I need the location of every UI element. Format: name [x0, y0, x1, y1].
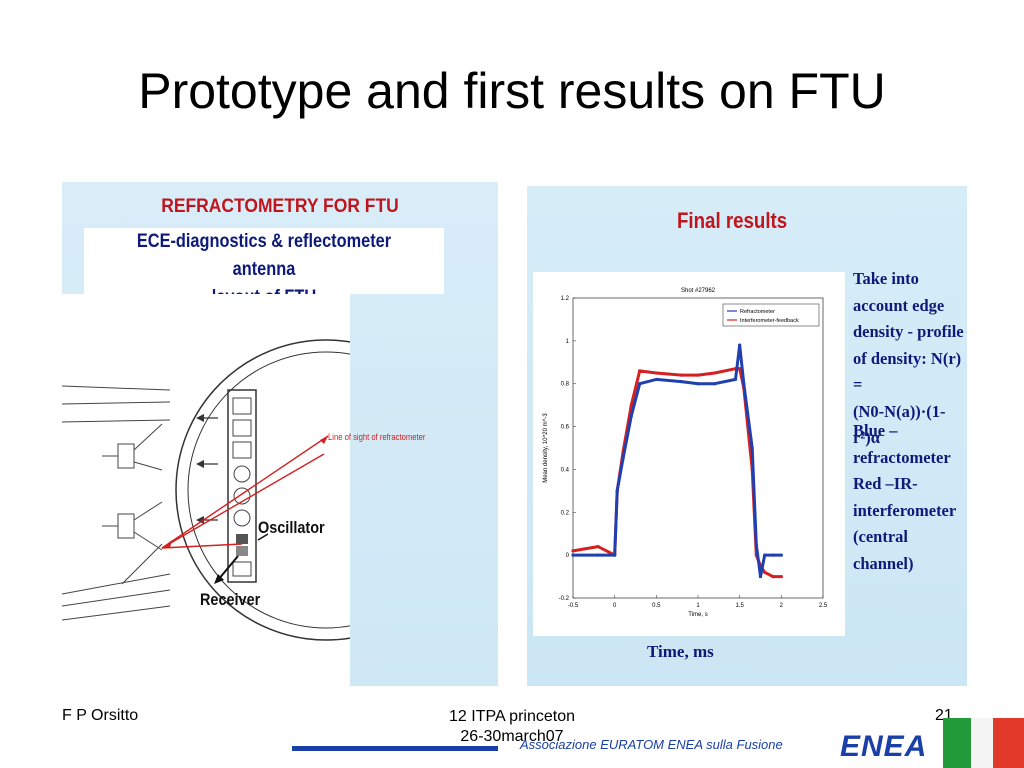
left-panel-heading: REFRACTOMETRY FOR FTU	[161, 196, 399, 217]
data-point-interferometer	[713, 371, 717, 375]
note2-line: (central channel)	[853, 527, 914, 573]
y-tick-label: 0.6	[561, 425, 570, 431]
data-point-refractometer	[679, 379, 683, 384]
data-point-interferometer	[696, 373, 700, 377]
data-point-interferometer	[763, 570, 767, 574]
data-point-interferometer	[779, 574, 783, 579]
chart-title: Shot #27962	[681, 288, 716, 294]
slide-title: Prototype and first results on FTU	[138, 63, 886, 119]
data-point-refractometer	[771, 553, 775, 557]
data-point-refractometer	[754, 542, 758, 547]
data-point-interferometer	[629, 403, 633, 407]
x-tick-label: 1.5	[735, 603, 744, 609]
data-point-refractometer	[638, 382, 642, 386]
data-point-refractometer	[615, 489, 619, 493]
legend-label: Interferometer-feedback	[740, 318, 799, 324]
data-point-interferometer	[654, 371, 658, 375]
note1-line: density - profile	[853, 322, 964, 341]
series-line-interferometer	[572, 367, 782, 579]
footer-event-line2: 26-30march07	[460, 728, 564, 745]
x-tick-label: -0.5	[568, 603, 579, 609]
y-tick-label: 1.2	[561, 296, 570, 302]
data-point-refractometer	[613, 553, 617, 557]
data-point-interferometer	[638, 369, 642, 373]
x-tick-label: 2.5	[819, 603, 828, 609]
note2-line: refractometer	[853, 447, 951, 467]
enea-logo: ENEA	[840, 730, 928, 763]
data-point-refractometer	[750, 446, 754, 450]
data-point-refractometer	[654, 377, 658, 382]
footer-divider	[292, 746, 498, 751]
ftu-layout-drawing	[62, 339, 350, 641]
data-point-interferometer	[571, 549, 575, 553]
note1-line: Take into	[853, 269, 919, 288]
data-point-interferometer	[679, 373, 683, 377]
note1-line: account edge	[853, 295, 945, 315]
data-point-interferometer	[771, 574, 775, 579]
data-point-refractometer	[596, 553, 600, 557]
data-point-refractometer	[763, 553, 767, 557]
data-point-refractometer	[742, 382, 746, 386]
y-tick-label: 0	[566, 553, 570, 559]
footer-author: F P Orsitto	[62, 707, 139, 724]
right-panel-heading: Final results	[677, 208, 788, 233]
y-tick-label: 0.8	[561, 382, 570, 388]
edge-density-note: Take into account edge density - profile…	[853, 266, 967, 452]
diagram-caption: ECE-diagnostics & reflectometer antenna …	[84, 228, 444, 308]
legend-label: Refractometer	[740, 309, 775, 315]
data-point-refractometer	[696, 382, 700, 386]
data-point-refractometer	[571, 553, 575, 557]
left-panel: REFRACTOMETRY FOR FTU ECE-diagnostics & …	[62, 182, 498, 686]
receiver-label: Receiver	[200, 590, 261, 609]
line-of-sight-label: Line of sight of refractometer	[328, 432, 426, 442]
note1-line: (N0-N(a))·(1-r²)α	[853, 401, 946, 448]
note2-line: interferometer	[853, 500, 957, 520]
data-point-refractometer	[713, 382, 717, 386]
data-point-refractometer	[758, 574, 763, 579]
note2-line: Red –IR-	[853, 474, 918, 493]
chart-legend	[722, 303, 820, 327]
flag-green-stripe	[943, 718, 971, 768]
footer-event-line1: 12 ITPA princeton	[449, 708, 575, 725]
x-axis-label: Time, s	[688, 612, 707, 618]
density-chart-svg: Shot #27962 -0.5 0 0.5 1 1.5 2 2.5 -0.2 0 0.2 0.4 0.…	[543, 288, 828, 618]
note1-line: of density: N(r) =	[853, 348, 962, 395]
y-tick-label: 0.4	[561, 467, 570, 473]
association-text: Associazione EURATOM ENEA sulla Fusione	[520, 737, 783, 752]
note2-line: Blue –	[853, 421, 898, 440]
oscillator-label: Oscillator	[258, 518, 325, 537]
data-point-interferometer	[596, 544, 600, 549]
y-axis-label: Mean density, 10^20 m^-3	[543, 413, 549, 483]
legend-note: Blue – refractometer Red –IR- interferom…	[853, 418, 967, 577]
data-point-refractometer	[733, 377, 738, 382]
flag-red-stripe	[993, 718, 1024, 768]
footer-event: 12 ITPA princeton 26-30march07	[412, 707, 612, 747]
diagram-caption-line1: ECE-diagnostics & reflectometer antenna	[136, 231, 392, 280]
density-plot: Shot #27962 -0.5 0 0.5 1 1.5 2 2.5 -0.2 0 0.2 0.4 0.…	[533, 272, 845, 636]
ftu-layout-diagram: Line of sight of refractometer Oscillato…	[62, 294, 425, 686]
data-point-refractometer	[779, 553, 783, 557]
data-point-refractometer	[738, 343, 742, 347]
x-tick-label: 0	[613, 603, 617, 609]
x-tick-label: 1	[696, 603, 700, 609]
y-tick-label: 0.2	[561, 510, 570, 516]
series-line-refractometer	[573, 343, 782, 579]
data-point-interferometer	[738, 367, 742, 371]
y-tick-label: -0.2	[559, 596, 570, 602]
data-point-refractometer	[621, 457, 625, 461]
x-tick-label: 0.5	[652, 603, 661, 609]
y-tick-label: 1	[566, 339, 570, 345]
data-point-refractometer	[629, 414, 633, 418]
x-axis-caption: Time, ms	[647, 642, 714, 661]
x-tick-label: 2	[780, 603, 784, 609]
right-panel: Final results Shot #27962 -0.5 0 0.5 1 1.5 2 2.…	[527, 186, 967, 686]
flag-white-stripe	[971, 718, 993, 768]
